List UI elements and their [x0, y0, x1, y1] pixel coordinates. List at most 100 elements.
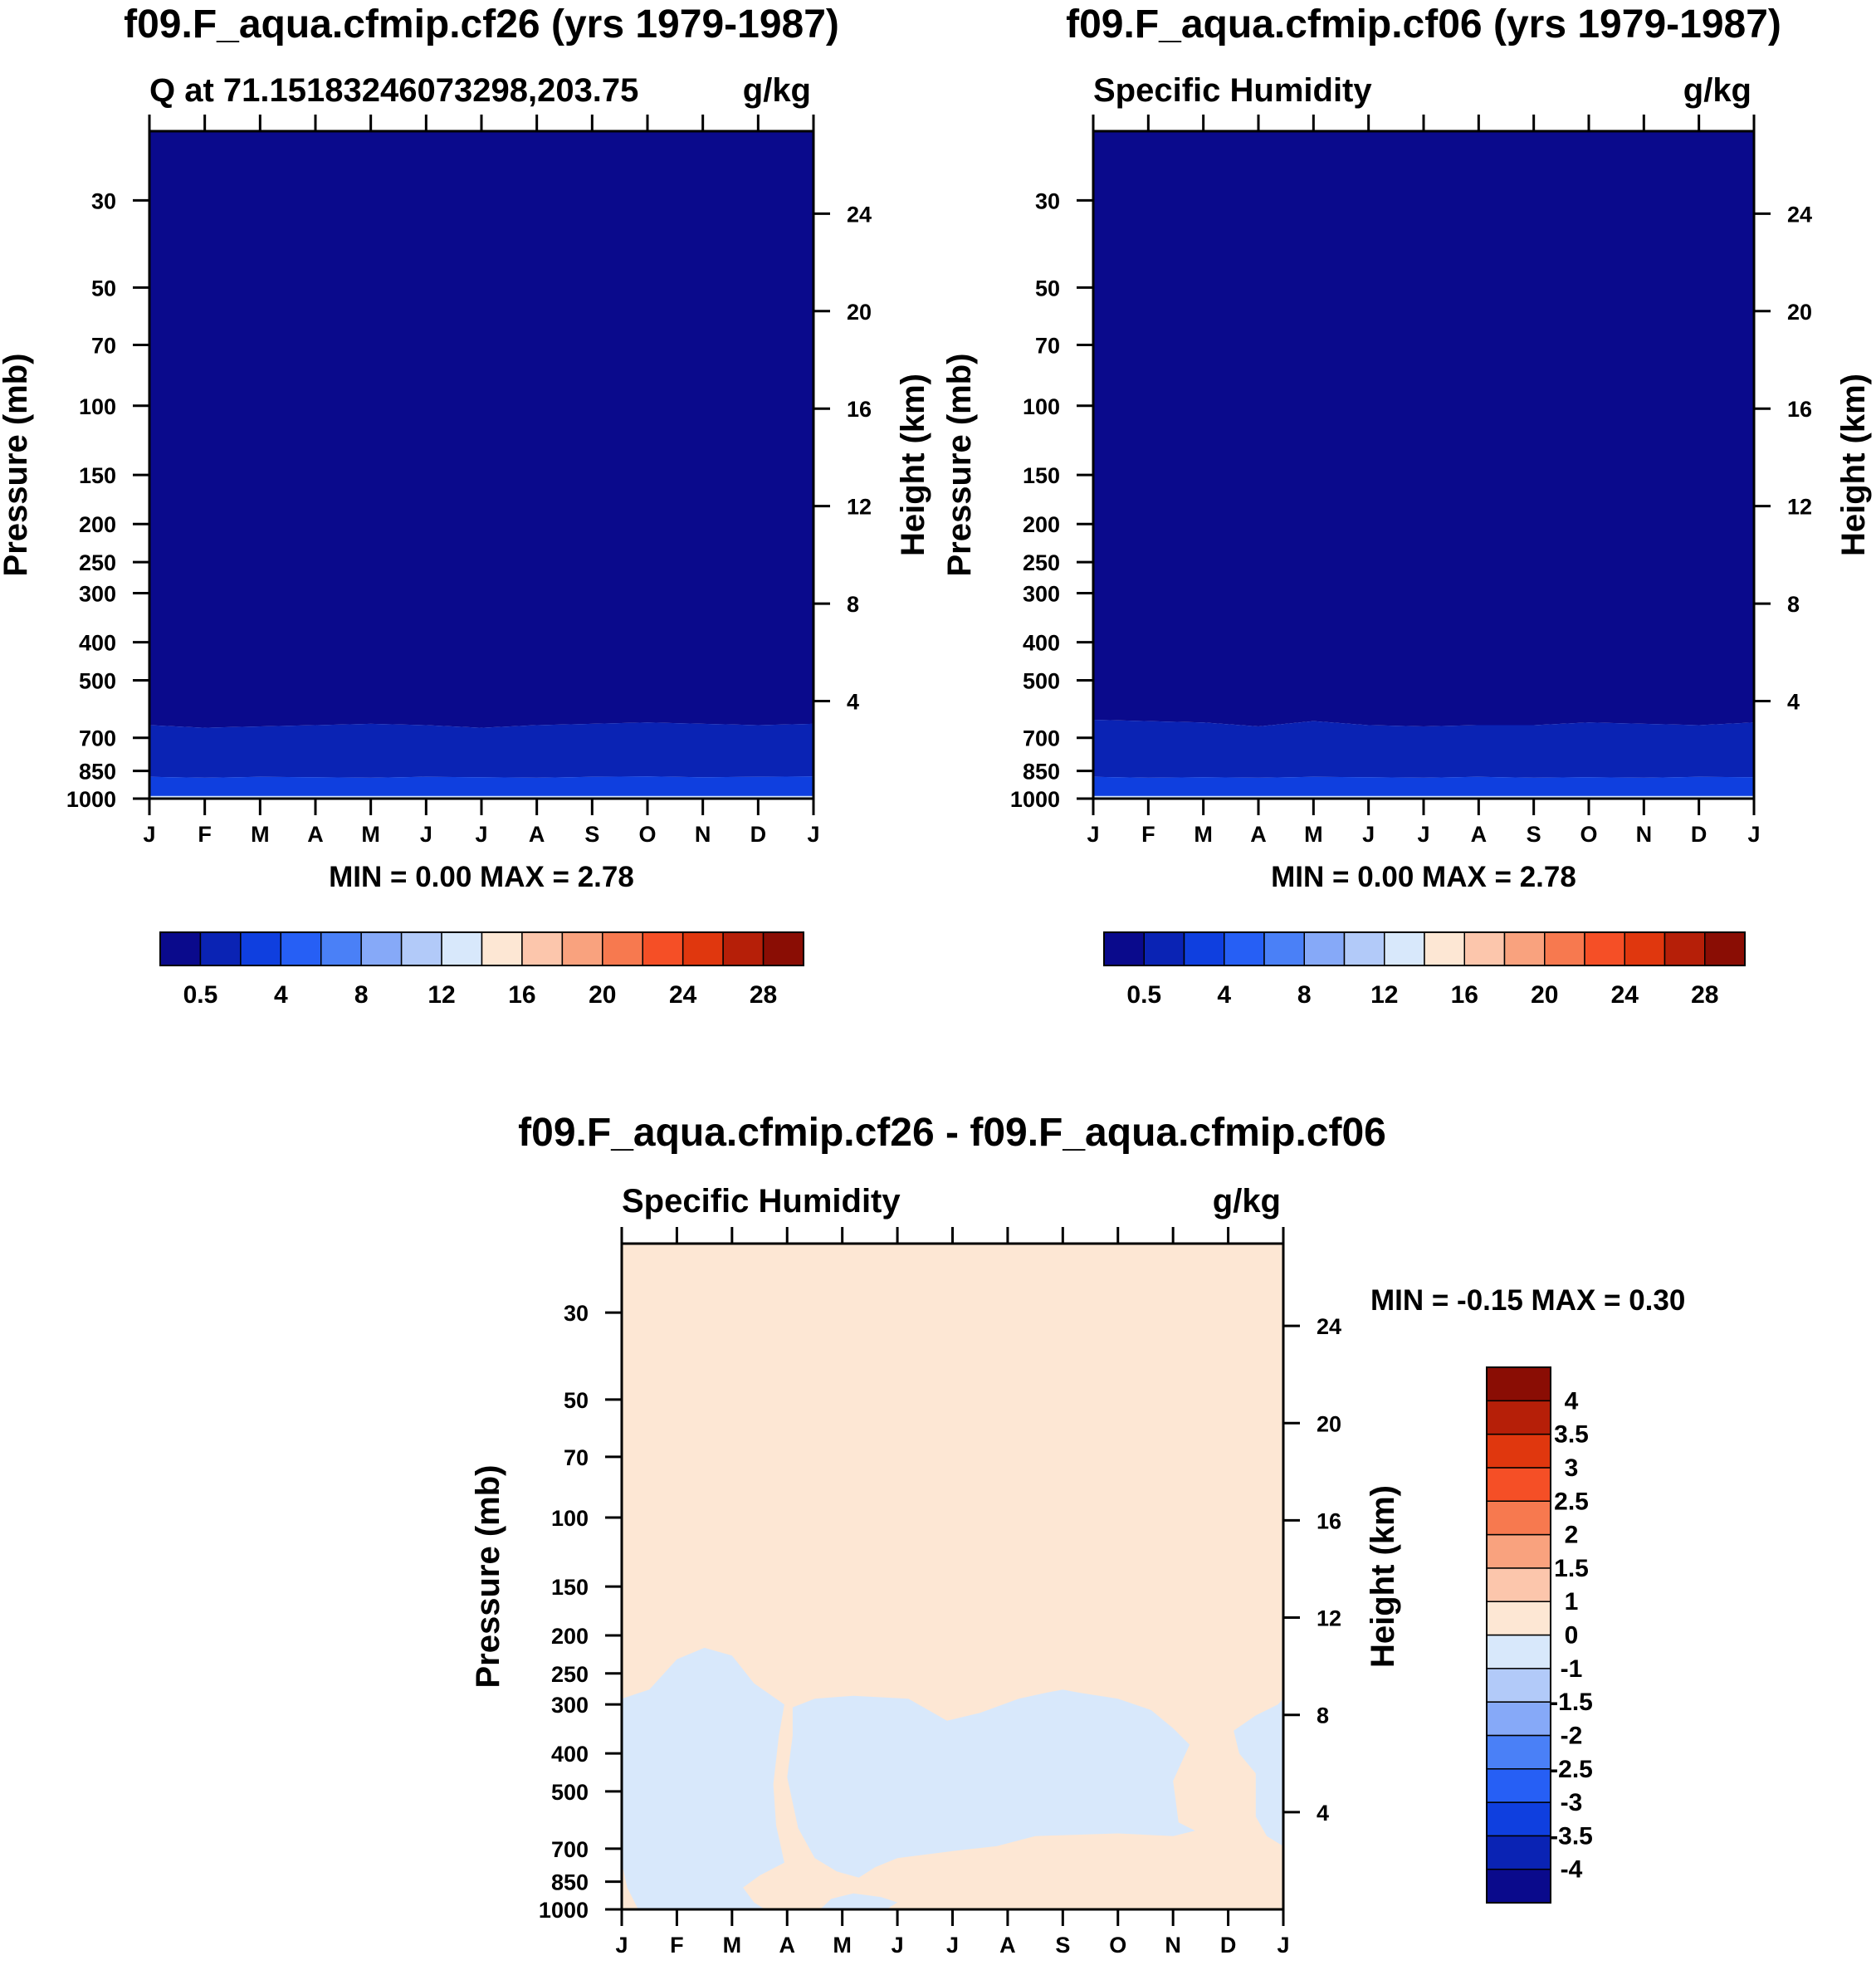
colorbar-label: 4	[274, 981, 288, 1009]
y-tick-label: 150	[551, 1575, 589, 1600]
x-tick-label: N	[1636, 822, 1653, 847]
y-tick-label: 500	[551, 1780, 589, 1805]
y-tick-label: 300	[551, 1693, 589, 1718]
x-tick-label: J	[420, 822, 432, 847]
colorbar-box	[1486, 1634, 1551, 1669]
units-label: g/kg	[743, 72, 811, 109]
y-tick-label: 250	[79, 550, 116, 575]
x-tick-label: S	[1055, 1933, 1070, 1958]
chart-panel-3: J F M A M J J A S O N D J305070100150200250300400500…	[470, 1111, 1685, 1958]
colorbar-label: -1	[1561, 1655, 1583, 1683]
colorbar-label: 0	[1565, 1622, 1579, 1650]
colorbar-box	[1486, 1835, 1551, 1870]
colorbar-label: 4	[1217, 981, 1231, 1009]
colorbar-box	[1486, 1400, 1551, 1435]
colorbar-label: 0.5	[1126, 981, 1161, 1009]
height-tick-label: 20	[847, 300, 872, 325]
colorbar-label: -2	[1561, 1722, 1583, 1749]
colorbar-box	[1663, 931, 1706, 966]
colorbar-box	[1486, 1734, 1551, 1770]
y-tick-label: 700	[79, 726, 116, 751]
y-axis-label-right: Height (km)	[895, 374, 931, 556]
colorbar-label: 16	[508, 981, 535, 1009]
chart-subtitle: Q at 71.15183246073298,203.75	[149, 72, 638, 109]
chart-title: f09.F_aqua.cfmip.cf06 (yrs 1979-1987)	[1066, 2, 1781, 46]
x-tick-label: M	[1194, 822, 1213, 847]
colorbar-box	[642, 931, 684, 966]
colorbar-box	[1503, 931, 1546, 966]
colorbar-label: 12	[1370, 981, 1398, 1009]
y-tick-label: 50	[1035, 276, 1060, 301]
colorbar-box	[1486, 1768, 1551, 1803]
colorbar-label: 8	[354, 981, 369, 1009]
x-tick-label: M	[833, 1933, 852, 1958]
y-tick-label: 100	[1023, 394, 1060, 419]
x-tick-label: S	[584, 822, 599, 847]
height-tick-label: 12	[1317, 1606, 1341, 1631]
height-tick-label: 24	[1317, 1314, 1341, 1339]
units-label: g/kg	[1683, 72, 1751, 109]
x-tick-label: J	[143, 822, 155, 847]
x-tick-label: O	[1109, 1933, 1126, 1958]
colorbar-box	[1486, 1500, 1551, 1536]
colorbar-label: 24	[1611, 981, 1639, 1009]
y-tick-label: 700	[551, 1837, 589, 1862]
negative-region-3	[820, 1893, 898, 1909]
negative-region-2	[787, 1689, 1195, 1878]
y-tick-label: 400	[79, 631, 116, 656]
x-tick-label: M	[723, 1933, 742, 1958]
height-tick-label: 16	[1787, 397, 1812, 422]
y-tick-label: 50	[91, 276, 116, 301]
colorbar-box	[1704, 931, 1746, 966]
colorbar-box	[1463, 931, 1506, 966]
colorbar-box	[441, 931, 483, 966]
colorbar-box	[360, 931, 403, 966]
y-tick-label: 100	[79, 394, 116, 419]
x-tick-label: J	[892, 1933, 904, 1958]
colorbar-label: -3	[1561, 1789, 1583, 1816]
height-tick-label: 12	[1787, 495, 1812, 520]
plot-area	[1093, 131, 1754, 799]
contour-fill-1	[1093, 131, 1754, 727]
colorbar-box	[1486, 1668, 1551, 1703]
colorbar-box	[159, 931, 202, 966]
y-tick-label: 200	[551, 1624, 589, 1649]
colorbar-frame	[1103, 931, 1746, 966]
colorbar-label: 3.5	[1554, 1421, 1589, 1449]
colorbar-box	[1183, 931, 1225, 966]
x-tick-label: M	[1304, 822, 1323, 847]
x-tick-label: J	[1277, 1933, 1289, 1958]
colorbar-label: 2.5	[1554, 1488, 1589, 1515]
contour-fill-3	[149, 776, 813, 796]
units-label: g/kg	[1213, 1183, 1281, 1220]
y-tick-label: 500	[79, 669, 116, 694]
x-tick-label: N	[695, 822, 711, 847]
colorbar-box	[400, 931, 442, 966]
chart-subtitle: Specific Humidity	[1093, 72, 1372, 109]
colorbar-label: 24	[669, 981, 697, 1009]
y-tick-label: 30	[1035, 188, 1060, 213]
x-tick-label: A	[529, 822, 545, 847]
colorbar-label: 0.5	[183, 981, 218, 1009]
x-tick-label: N	[1165, 1933, 1181, 1958]
height-tick-label: 24	[847, 202, 872, 227]
colorbar-box	[1103, 931, 1145, 966]
x-tick-label: F	[198, 822, 212, 847]
height-tick-label: 8	[1317, 1703, 1329, 1728]
y-tick-label: 200	[1023, 512, 1060, 537]
height-tick-label: 24	[1787, 202, 1812, 227]
colorbar-label: 4	[1565, 1387, 1579, 1415]
x-tick-label: S	[1527, 822, 1541, 847]
y-axis-label-right: Height (km)	[1835, 374, 1872, 556]
y-tick-label: 300	[79, 582, 116, 607]
y-tick-label: 70	[91, 333, 116, 358]
height-tick-label: 4	[1787, 690, 1800, 715]
min-max-label: MIN = -0.15 MAX = 0.30	[1370, 1284, 1685, 1317]
y-tick-label: 850	[551, 1870, 589, 1895]
colorbar-label: 16	[1451, 981, 1478, 1009]
y-tick-label: 50	[564, 1388, 589, 1413]
y-tick-label: 850	[79, 760, 116, 785]
colorbar-box	[1544, 931, 1585, 966]
colorbar-label: 28	[750, 981, 777, 1009]
